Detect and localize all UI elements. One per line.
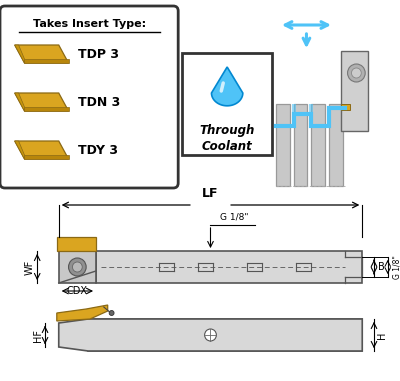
Polygon shape xyxy=(15,93,24,111)
Polygon shape xyxy=(15,141,24,159)
Text: G 1/8": G 1/8" xyxy=(220,212,248,221)
Polygon shape xyxy=(341,104,350,110)
Circle shape xyxy=(109,311,114,315)
Polygon shape xyxy=(15,93,68,111)
FancyBboxPatch shape xyxy=(88,319,362,351)
Text: Through
Coolant: Through Coolant xyxy=(200,123,255,152)
FancyBboxPatch shape xyxy=(294,104,308,186)
FancyBboxPatch shape xyxy=(309,104,313,126)
Text: HF: HF xyxy=(33,328,43,341)
Polygon shape xyxy=(24,155,68,159)
Text: TDY 3: TDY 3 xyxy=(78,144,118,157)
FancyBboxPatch shape xyxy=(59,251,96,283)
Polygon shape xyxy=(212,67,243,106)
Polygon shape xyxy=(24,107,68,111)
Text: B: B xyxy=(378,262,385,272)
Polygon shape xyxy=(15,45,68,63)
Polygon shape xyxy=(15,45,24,63)
Polygon shape xyxy=(57,305,108,321)
Text: LF: LF xyxy=(202,187,219,200)
FancyBboxPatch shape xyxy=(0,6,178,188)
Text: CDX: CDX xyxy=(67,286,88,296)
FancyBboxPatch shape xyxy=(311,104,325,186)
Text: WF: WF xyxy=(24,259,34,275)
Text: TDN 3: TDN 3 xyxy=(78,96,120,109)
Polygon shape xyxy=(24,59,68,63)
Text: Takes Insert Type:: Takes Insert Type: xyxy=(32,19,146,29)
Circle shape xyxy=(72,262,82,272)
FancyBboxPatch shape xyxy=(329,104,343,186)
FancyBboxPatch shape xyxy=(276,104,290,186)
FancyBboxPatch shape xyxy=(182,53,272,155)
Polygon shape xyxy=(59,319,362,351)
Circle shape xyxy=(348,64,365,82)
Text: H: H xyxy=(377,331,387,339)
Polygon shape xyxy=(57,237,96,251)
Text: TDP 3: TDP 3 xyxy=(78,48,119,61)
FancyBboxPatch shape xyxy=(341,51,368,131)
FancyBboxPatch shape xyxy=(96,251,362,283)
Circle shape xyxy=(352,68,361,78)
Circle shape xyxy=(205,329,216,341)
FancyBboxPatch shape xyxy=(292,104,296,126)
Text: G 1/8": G 1/8" xyxy=(392,255,400,279)
Circle shape xyxy=(68,258,86,276)
Polygon shape xyxy=(15,141,68,159)
